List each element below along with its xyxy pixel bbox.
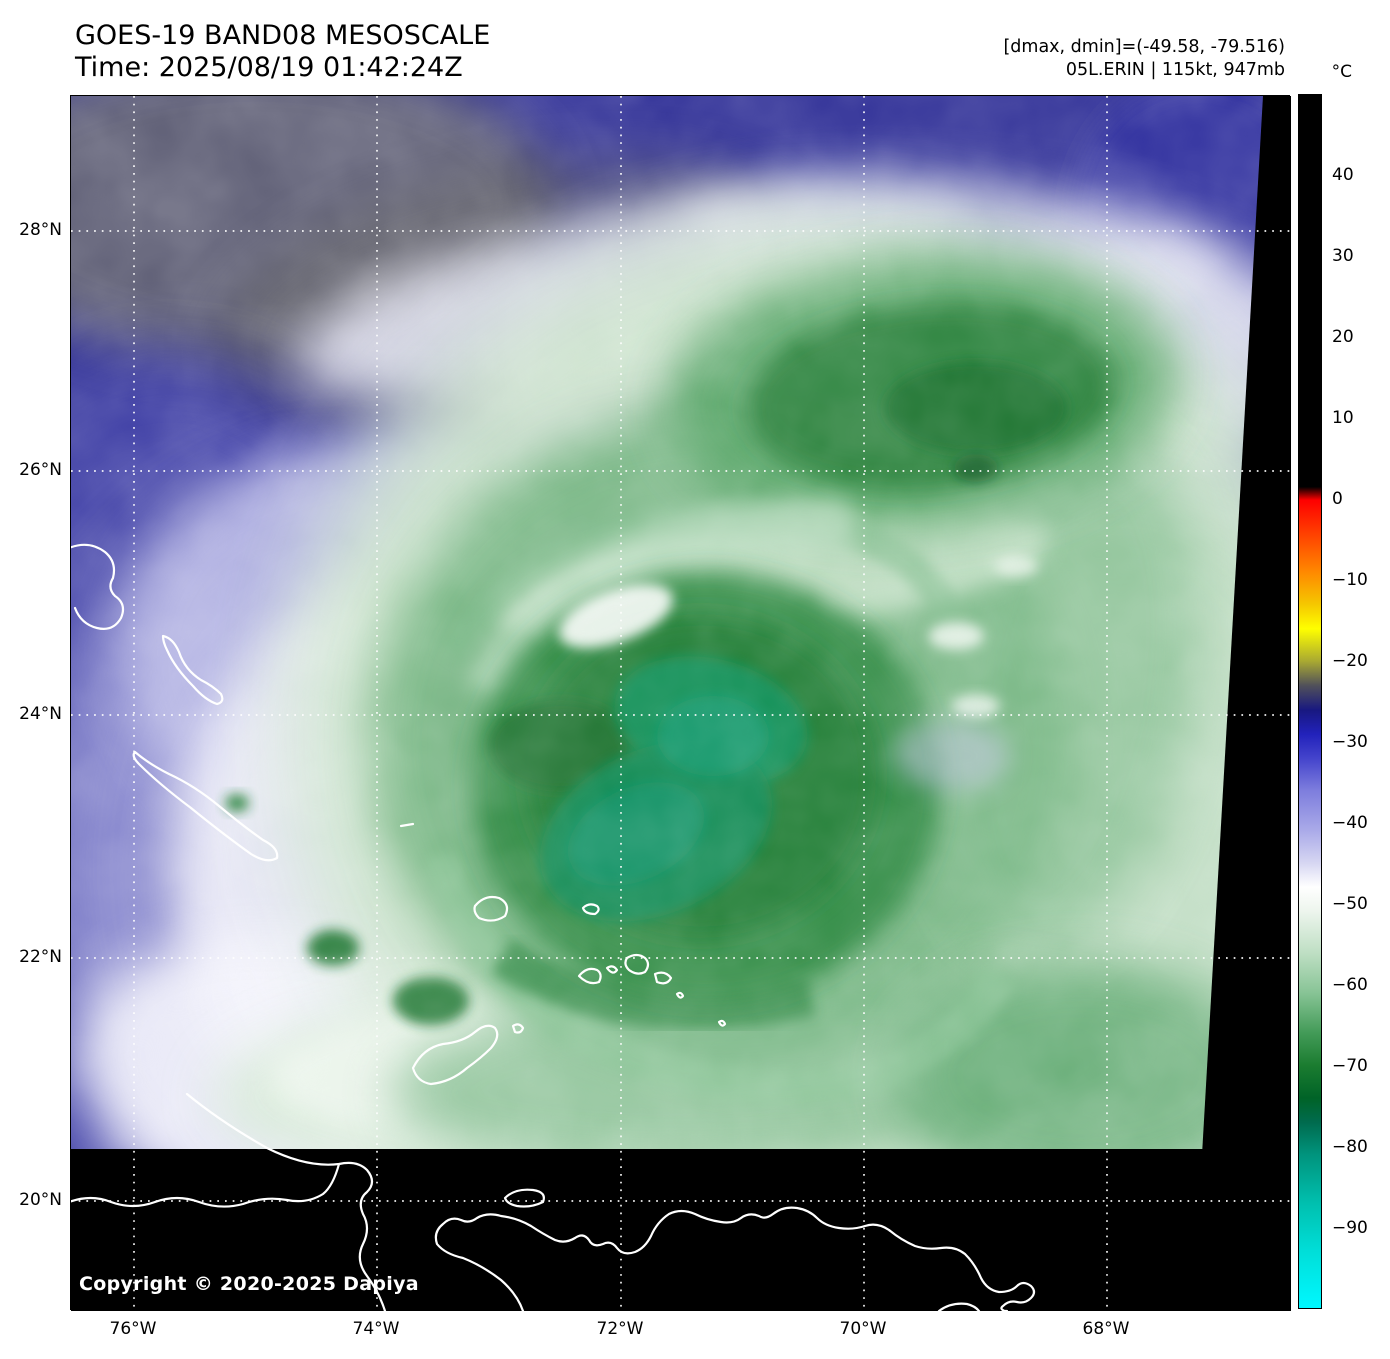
copyright-watermark: Copyright © 2020-2025 Dapiya [79, 1273, 419, 1295]
colorbar-tick-label: −50 [1332, 894, 1368, 914]
longitude-tick-label: 74°W [352, 1319, 400, 1339]
latitude-tick-label: 22°N [19, 947, 62, 967]
no-data-regions [71, 96, 1291, 1311]
longitude-tick-label: 70°W [839, 1319, 887, 1339]
coastline-tortuga [503, 1188, 545, 1208]
colorbar-tick-label: −10 [1332, 570, 1368, 590]
colorbar-tick-label: −40 [1332, 813, 1368, 833]
latitude-tick-label: 24°N [19, 704, 62, 724]
map-plot-area: Copyright © 2020-2025 Dapiya [70, 95, 1291, 1311]
colorbar-tick-label: 0 [1332, 489, 1343, 509]
colorbar-tick-label: 30 [1332, 246, 1354, 266]
graticule-gridlines [71, 96, 1291, 1311]
latitude-tick-label: 28°N [19, 220, 62, 240]
header-right-annotations: [dmax, dmin]=(-49.58, -79.516) 05L.ERIN … [1003, 36, 1285, 82]
dmax-dmin-annotation: [dmax, dmin]=(-49.58, -79.516) [1003, 37, 1285, 57]
no-data-strip-south [71, 1149, 1291, 1311]
coastline-mayaguana [581, 903, 600, 916]
colorbar-tick-label: −30 [1332, 732, 1368, 752]
coastline-caicos [577, 967, 602, 985]
longitude-tick-label: 68°W [1082, 1319, 1130, 1339]
storm-info-annotation: 05L.ERIN | 115kt, 947mb [1065, 60, 1285, 80]
longitude-tick-label: 76°W [109, 1319, 157, 1339]
colorbar-tick-label: −20 [1332, 651, 1368, 671]
figure-timestamp: Time: 2025/08/19 01:42:24Z [75, 52, 463, 83]
coastline-great-inagua [411, 1024, 499, 1086]
cloud-texture-overlay [71, 96, 1291, 1311]
colorbar-gradient [1299, 95, 1321, 1308]
coastline-hispaniola-south [937, 1302, 981, 1311]
coastline-cuba-north [185, 1092, 387, 1311]
latitude-tick-label: 26°N [19, 460, 62, 480]
colorbar-tick-label: 20 [1332, 327, 1354, 347]
colorbar-unit-label: °C [1331, 62, 1352, 82]
colorbar-tick-label: −70 [1332, 1056, 1368, 1076]
coastline-crooked-island [473, 895, 509, 922]
figure-title: GOES-19 BAND08 MESOSCALE [75, 20, 491, 51]
colorbar-tick-label: 40 [1332, 165, 1354, 185]
colorbar-tick-label: −60 [1332, 975, 1368, 995]
colorbar [1298, 94, 1322, 1309]
longitude-tick-label: 72°W [596, 1319, 644, 1339]
no-data-wedge-east [1193, 96, 1291, 1311]
coastline-cat-island [161, 634, 224, 706]
colorbar-tick-label: −90 [1332, 1218, 1368, 1238]
coastline-eleuthera [71, 543, 125, 630]
storm-core-layers [225, 254, 1266, 1191]
colorbar-tick-label: −80 [1332, 1137, 1368, 1157]
coastline-little-inagua [511, 1023, 525, 1034]
coastline-hispaniola [434, 1206, 1036, 1311]
satellite-scene [71, 96, 1291, 1311]
coastlines [71, 543, 1036, 1311]
title-block: GOES-19 BAND08 MESOSCALE Time: 2025/08/1… [75, 20, 490, 84]
colorbar-tick-label: 10 [1332, 408, 1354, 428]
coastline-long-island [132, 750, 279, 862]
latitude-tick-label: 20°N [19, 1190, 62, 1210]
coastline-cuba-west [71, 1162, 341, 1208]
